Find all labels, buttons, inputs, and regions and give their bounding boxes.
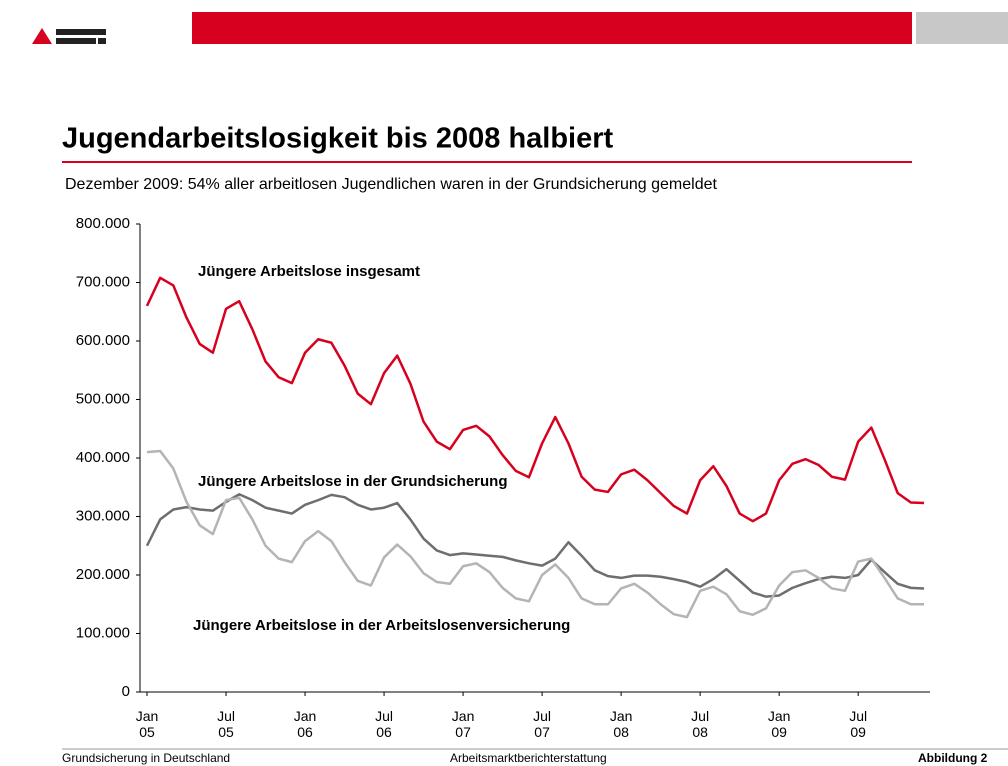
y-tick-label: 0 — [122, 683, 130, 700]
x-tick-label: Jul 09 — [849, 708, 868, 740]
y-tick-label: 600.000 — [76, 332, 130, 349]
series-label: Jüngere Arbeitslose in der Grundsicherun… — [198, 473, 508, 490]
header-bar — [192, 12, 912, 44]
x-tick-label: Jan 09 — [767, 708, 791, 740]
footer-center: Arbeitsmarktberichterstattung — [450, 751, 607, 765]
x-tick-label: Jan 06 — [293, 708, 317, 740]
x-tick-label: Jan 08 — [609, 708, 633, 740]
y-tick-label: 100.000 — [76, 624, 130, 641]
series-line — [145, 493, 925, 598]
series-label: Jüngere Arbeitslose insgesamt — [198, 263, 420, 280]
y-tick-label: 200.000 — [76, 566, 130, 583]
y-tick-label: 700.000 — [76, 273, 130, 290]
y-tick-label: 800.000 — [76, 215, 130, 232]
series-line — [145, 276, 925, 523]
y-tick-label: 500.000 — [76, 390, 130, 407]
series-line — [146, 449, 925, 619]
subtitle: Dezember 2009: 54% aller arbeitlosen Jug… — [65, 176, 718, 193]
header-block — [916, 12, 1008, 44]
y-tick-label: 300.000 — [76, 507, 130, 524]
title: Jugendarbeitslosigkeit bis 2008 halbiert — [62, 123, 614, 155]
footer-left: Grundsicherung in Deutschland — [62, 751, 230, 765]
x-tick-label: Jul 07 — [533, 708, 552, 740]
logo — [32, 28, 106, 44]
x-tick-label: Jan 05 — [135, 708, 159, 740]
series-label: Jüngere Arbeitslose in der Arbeitslosenv… — [193, 617, 570, 634]
x-tick-label: Jan 07 — [451, 708, 475, 740]
footer-right: Abbildung 2 — [918, 751, 988, 765]
x-tick-label: Jul 06 — [375, 708, 393, 740]
x-tick-label: Jul 05 — [217, 708, 235, 740]
y-tick-label: 400.000 — [76, 449, 130, 466]
x-tick-label: Jul 08 — [691, 708, 710, 740]
